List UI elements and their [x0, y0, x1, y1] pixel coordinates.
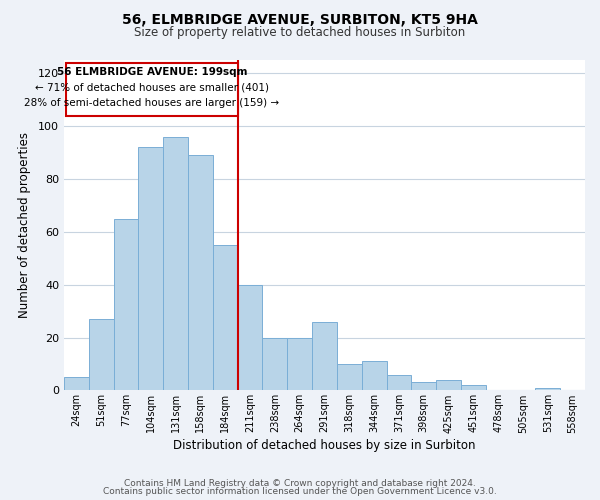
Bar	[461, 385, 486, 390]
Bar	[213, 245, 238, 390]
Bar	[139, 147, 163, 390]
Text: Size of property relative to detached houses in Surbiton: Size of property relative to detached ho…	[134, 26, 466, 39]
Text: 28% of semi-detached houses are larger (159) →: 28% of semi-detached houses are larger (…	[25, 98, 280, 108]
Bar	[412, 382, 436, 390]
Bar	[312, 322, 337, 390]
Text: Contains public sector information licensed under the Open Government Licence v3: Contains public sector information licen…	[103, 487, 497, 496]
Bar	[287, 338, 312, 390]
Text: Contains HM Land Registry data © Crown copyright and database right 2024.: Contains HM Land Registry data © Crown c…	[124, 478, 476, 488]
Text: 56 ELMBRIDGE AVENUE: 199sqm: 56 ELMBRIDGE AVENUE: 199sqm	[57, 66, 247, 76]
Bar	[238, 284, 262, 391]
FancyBboxPatch shape	[67, 62, 238, 116]
Bar	[163, 136, 188, 390]
Text: ← 71% of detached houses are smaller (401): ← 71% of detached houses are smaller (40…	[35, 82, 269, 92]
Text: 56, ELMBRIDGE AVENUE, SURBITON, KT5 9HA: 56, ELMBRIDGE AVENUE, SURBITON, KT5 9HA	[122, 12, 478, 26]
Bar	[535, 388, 560, 390]
Bar	[262, 338, 287, 390]
Bar	[89, 319, 113, 390]
Y-axis label: Number of detached properties: Number of detached properties	[18, 132, 31, 318]
Bar	[188, 155, 213, 390]
Bar	[386, 374, 412, 390]
X-axis label: Distribution of detached houses by size in Surbiton: Distribution of detached houses by size …	[173, 440, 476, 452]
Bar	[436, 380, 461, 390]
Bar	[113, 218, 139, 390]
Bar	[64, 377, 89, 390]
Bar	[337, 364, 362, 390]
Bar	[362, 362, 386, 390]
